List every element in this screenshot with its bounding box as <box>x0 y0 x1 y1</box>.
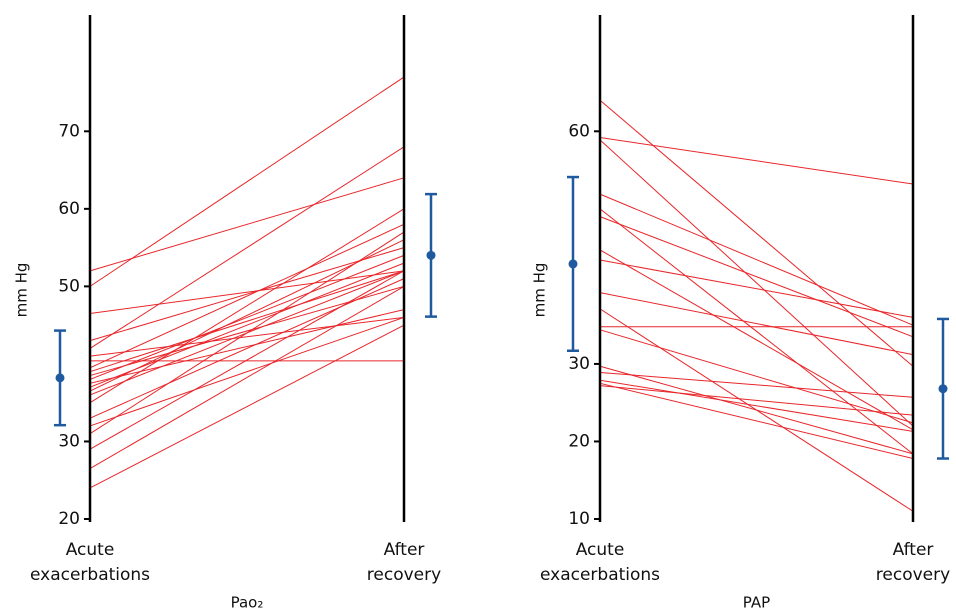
error-bar <box>567 175 579 352</box>
pair-line <box>89 324 405 489</box>
pair-line <box>599 382 914 460</box>
y-tick-label: 20 <box>58 509 80 529</box>
pair-line <box>599 137 914 185</box>
pair-line <box>89 309 405 384</box>
pair-line <box>599 99 914 367</box>
pair-line <box>89 177 405 272</box>
pair-line <box>89 239 405 392</box>
pair-line <box>89 208 405 404</box>
y-axis-label: mm Hg <box>13 263 31 318</box>
pair-line <box>599 379 914 432</box>
pair-line <box>89 270 405 373</box>
x-tick-label: Acute exacerbations <box>540 540 660 585</box>
pair-line <box>89 146 405 349</box>
x-tick-label: Acute exacerbations <box>30 540 150 585</box>
pair-line <box>89 223 405 369</box>
pair-line <box>599 259 914 318</box>
error-bar <box>425 192 437 318</box>
y-tick-label: 50 <box>58 276 80 296</box>
error-bar <box>937 317 949 460</box>
pair-line <box>599 365 914 455</box>
y-tick-label: 10 <box>568 509 590 529</box>
mean-dot <box>55 373 65 383</box>
pair-line <box>89 316 405 427</box>
pair-line <box>89 270 405 315</box>
pair-line <box>89 262 405 388</box>
y-tick-label: 70 <box>58 121 80 141</box>
x-tick-label: After recovery <box>876 540 950 585</box>
pair-line <box>599 385 914 416</box>
pair-line <box>89 76 405 287</box>
pair-line <box>599 292 914 356</box>
x-axis-label: Pao₂ <box>231 594 264 612</box>
mean-dot <box>568 259 578 269</box>
pair-line <box>89 254 405 380</box>
pair-line <box>89 231 405 435</box>
y-tick-label: 30 <box>58 431 80 451</box>
x-axis-label: PAP <box>743 594 770 612</box>
pair-line <box>599 329 914 424</box>
y-tick-label: 60 <box>58 199 80 219</box>
y-axis-label: mm Hg <box>531 263 549 318</box>
pair-line <box>599 139 914 427</box>
pair-line <box>89 270 405 450</box>
pair-line <box>89 285 405 470</box>
pair-line <box>89 285 405 377</box>
y-tick-label: 30 <box>568 354 590 374</box>
error-bar <box>54 329 66 427</box>
pair-line <box>89 247 405 342</box>
pair-line <box>599 208 914 455</box>
mean-dot <box>426 250 436 260</box>
x-tick-label: After recovery <box>367 540 441 585</box>
y-tick-label: 20 <box>568 431 590 451</box>
y-tick-label: 60 <box>568 121 590 141</box>
pair-line <box>599 249 914 431</box>
pair-line <box>599 216 914 338</box>
pair-line <box>89 316 405 357</box>
mean-dot <box>938 384 948 394</box>
pair-line <box>599 193 914 326</box>
pair-line <box>89 278 405 419</box>
pair-line <box>599 371 914 398</box>
